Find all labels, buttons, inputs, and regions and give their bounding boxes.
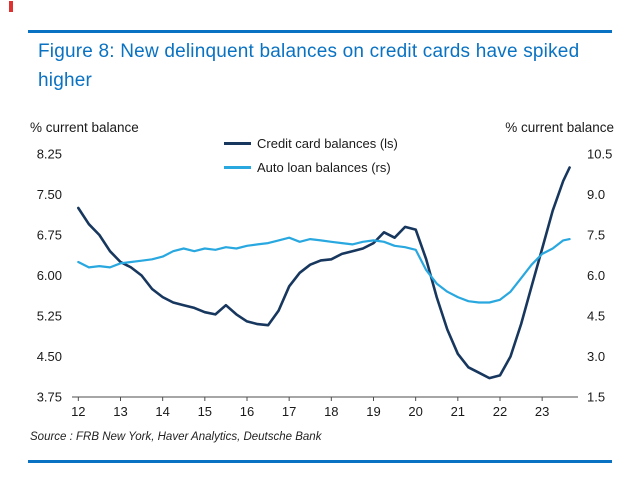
- legend-label-auto-loan: Auto loan balances (rs): [257, 160, 391, 175]
- chart-svg: 12 13 14 15 16 17 18 19 20 21 22 23 8.25 7.50 6.75 6.00…: [37, 147, 613, 420]
- svg-text:22: 22: [493, 404, 507, 419]
- left-axis-caption: % current balance: [30, 120, 139, 135]
- svg-text:6.00: 6.00: [37, 268, 62, 283]
- legend: Credit card balances (ls) Auto loan bala…: [224, 136, 398, 175]
- svg-text:15: 15: [198, 404, 212, 419]
- svg-text:3.75: 3.75: [37, 390, 62, 405]
- top-rule: [28, 30, 612, 33]
- auto-loan-line-swatch: [224, 166, 251, 169]
- svg-text:23: 23: [535, 404, 549, 419]
- svg-text:5.25: 5.25: [37, 309, 62, 324]
- svg-text:12: 12: [71, 404, 85, 419]
- svg-text:10.5: 10.5: [587, 147, 612, 162]
- bottom-rule: [28, 460, 612, 463]
- svg-text:16: 16: [240, 404, 254, 419]
- legend-label-credit-card: Credit card balances (ls): [257, 136, 398, 151]
- svg-text:3.0: 3.0: [587, 349, 605, 364]
- svg-text:9.0: 9.0: [587, 187, 605, 202]
- svg-text:21: 21: [451, 404, 465, 419]
- delinquency-chart: % current balance % current balance Cred…: [0, 112, 640, 424]
- svg-text:13: 13: [113, 404, 127, 419]
- svg-text:4.5: 4.5: [587, 309, 605, 324]
- svg-text:17: 17: [282, 404, 296, 419]
- svg-text:4.50: 4.50: [37, 349, 62, 364]
- svg-text:1.5: 1.5: [587, 390, 605, 405]
- figure-title: Figure 8: New delinquent balances on cre…: [38, 41, 580, 91]
- legend-item-auto-loan: Auto loan balances (rs): [224, 160, 398, 175]
- svg-text:19: 19: [366, 404, 380, 419]
- svg-text:6.75: 6.75: [37, 228, 62, 243]
- svg-text:7.5: 7.5: [587, 228, 605, 243]
- svg-text:7.50: 7.50: [37, 187, 62, 202]
- svg-text:18: 18: [324, 404, 338, 419]
- legend-item-credit-card: Credit card balances (ls): [224, 136, 398, 151]
- svg-text:6.0: 6.0: [587, 268, 605, 283]
- right-axis-caption: % current balance: [505, 120, 614, 135]
- red-edge-mark: [9, 1, 13, 12]
- svg-text:8.25: 8.25: [37, 147, 62, 162]
- source-note: Source : FRB New York, Haver Analytics, …: [30, 431, 322, 443]
- svg-text:14: 14: [155, 404, 169, 419]
- svg-text:20: 20: [408, 404, 422, 419]
- credit-card-line-swatch: [224, 142, 251, 145]
